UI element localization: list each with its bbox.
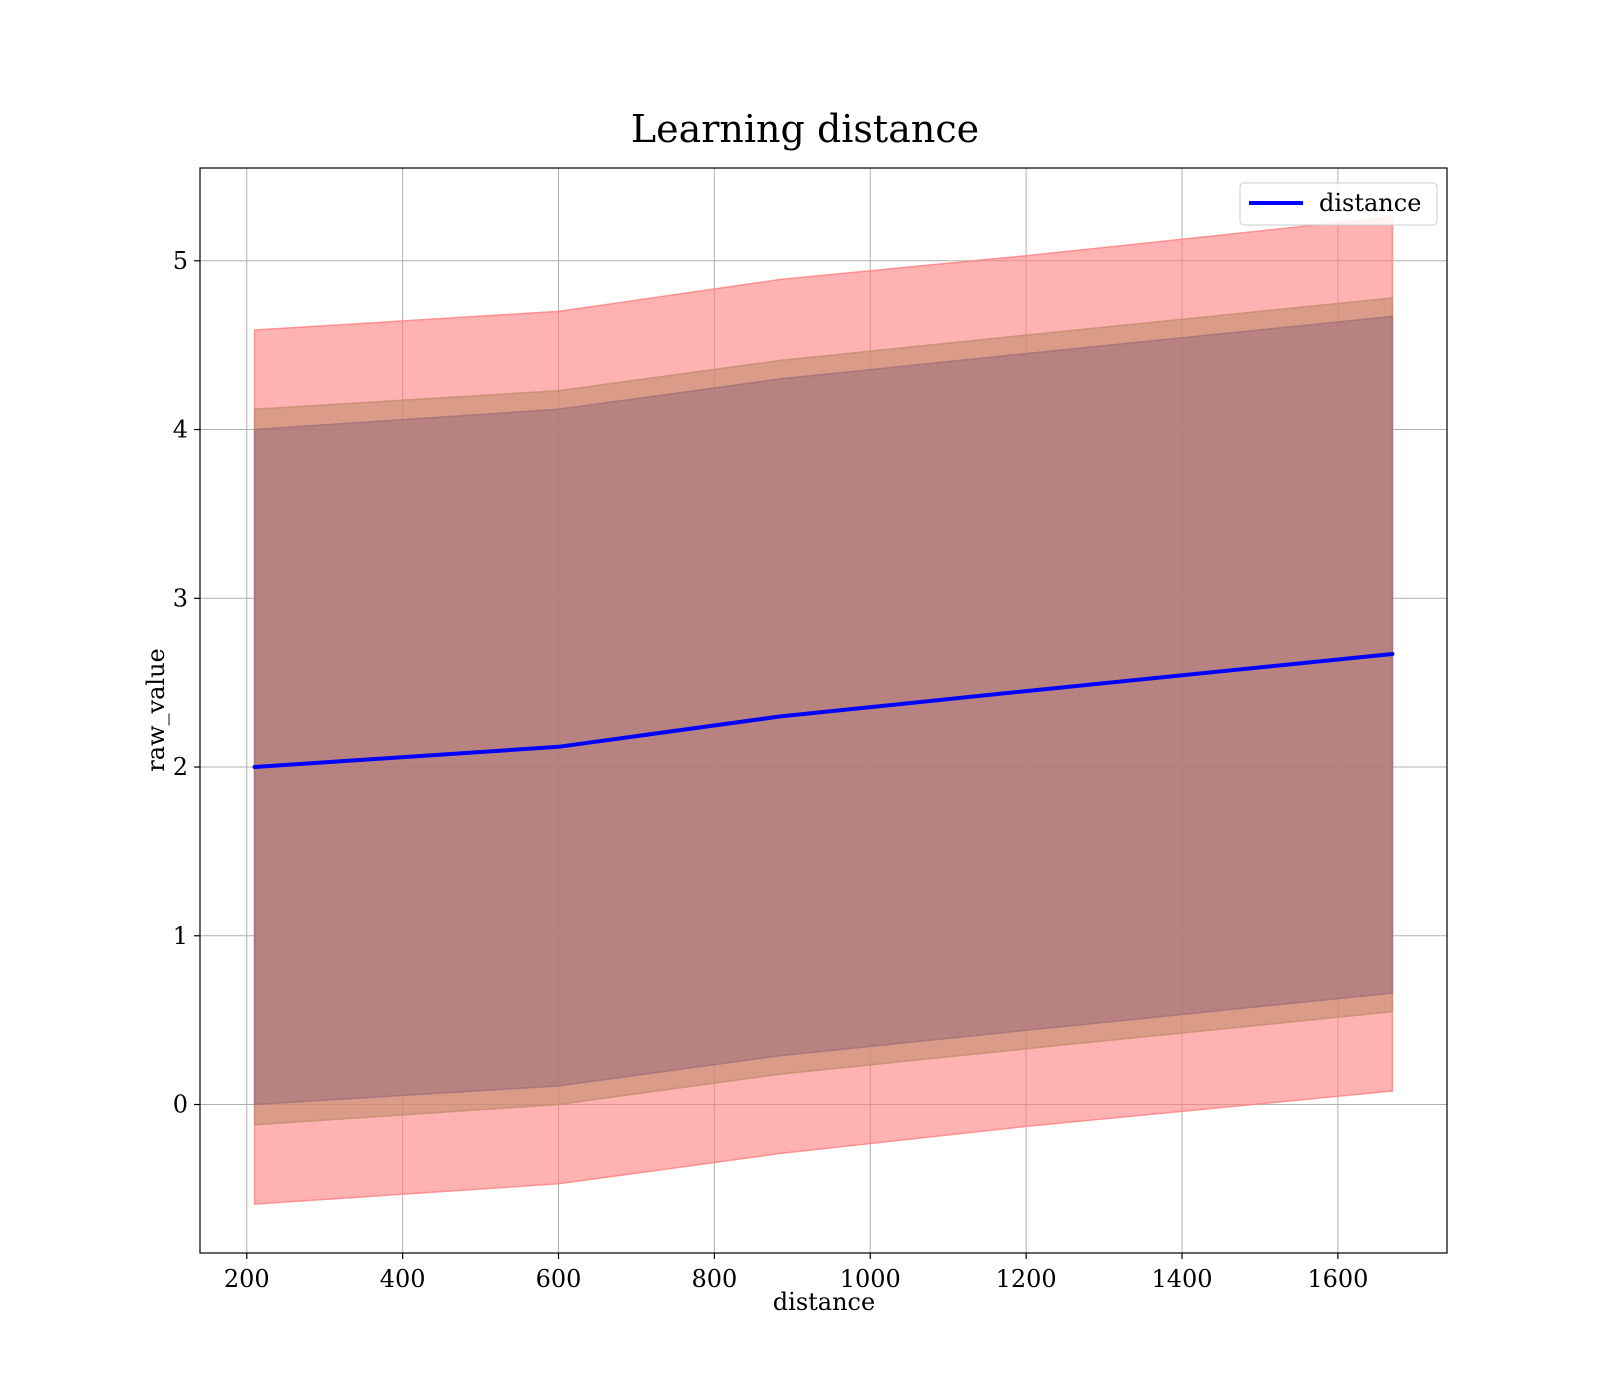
x-tick-label: 600 — [536, 1265, 582, 1293]
x-axis-label: distance — [773, 1288, 875, 1316]
x-tick-label: 1600 — [1307, 1265, 1368, 1293]
x-axis-ticks: 200 400 600 800 1000 1200 1400 1600 — [224, 1253, 1368, 1293]
y-axis-label: raw_value — [142, 648, 170, 772]
y-axis-ticks: 0 1 2 3 4 5 — [173, 247, 200, 1119]
x-tick-label: 1200 — [996, 1265, 1057, 1293]
series-line-distance — [252, 652, 1395, 769]
legend-box — [1239, 182, 1438, 226]
legend: distance — [1239, 182, 1438, 226]
y-tick-label: 4 — [173, 416, 188, 444]
y-tick-label: 1 — [173, 922, 188, 950]
series-lines — [252, 652, 1395, 769]
x-tick-label: 200 — [224, 1265, 270, 1293]
y-tick-label: 5 — [173, 247, 188, 275]
y-tick-label: 2 — [173, 753, 188, 781]
x-tick-label: 400 — [380, 1265, 426, 1293]
plot-frame — [199, 167, 1448, 1254]
x-tick-label: 800 — [691, 1265, 737, 1293]
y-tick-label: 0 — [173, 1091, 188, 1119]
x-tick-label: 1400 — [1151, 1265, 1212, 1293]
legend-label-distance: distance — [1319, 189, 1421, 217]
y-tick-label: 3 — [173, 584, 188, 612]
x-tick-label: 1000 — [840, 1265, 901, 1293]
chart-title: Learning distance — [631, 107, 979, 151]
